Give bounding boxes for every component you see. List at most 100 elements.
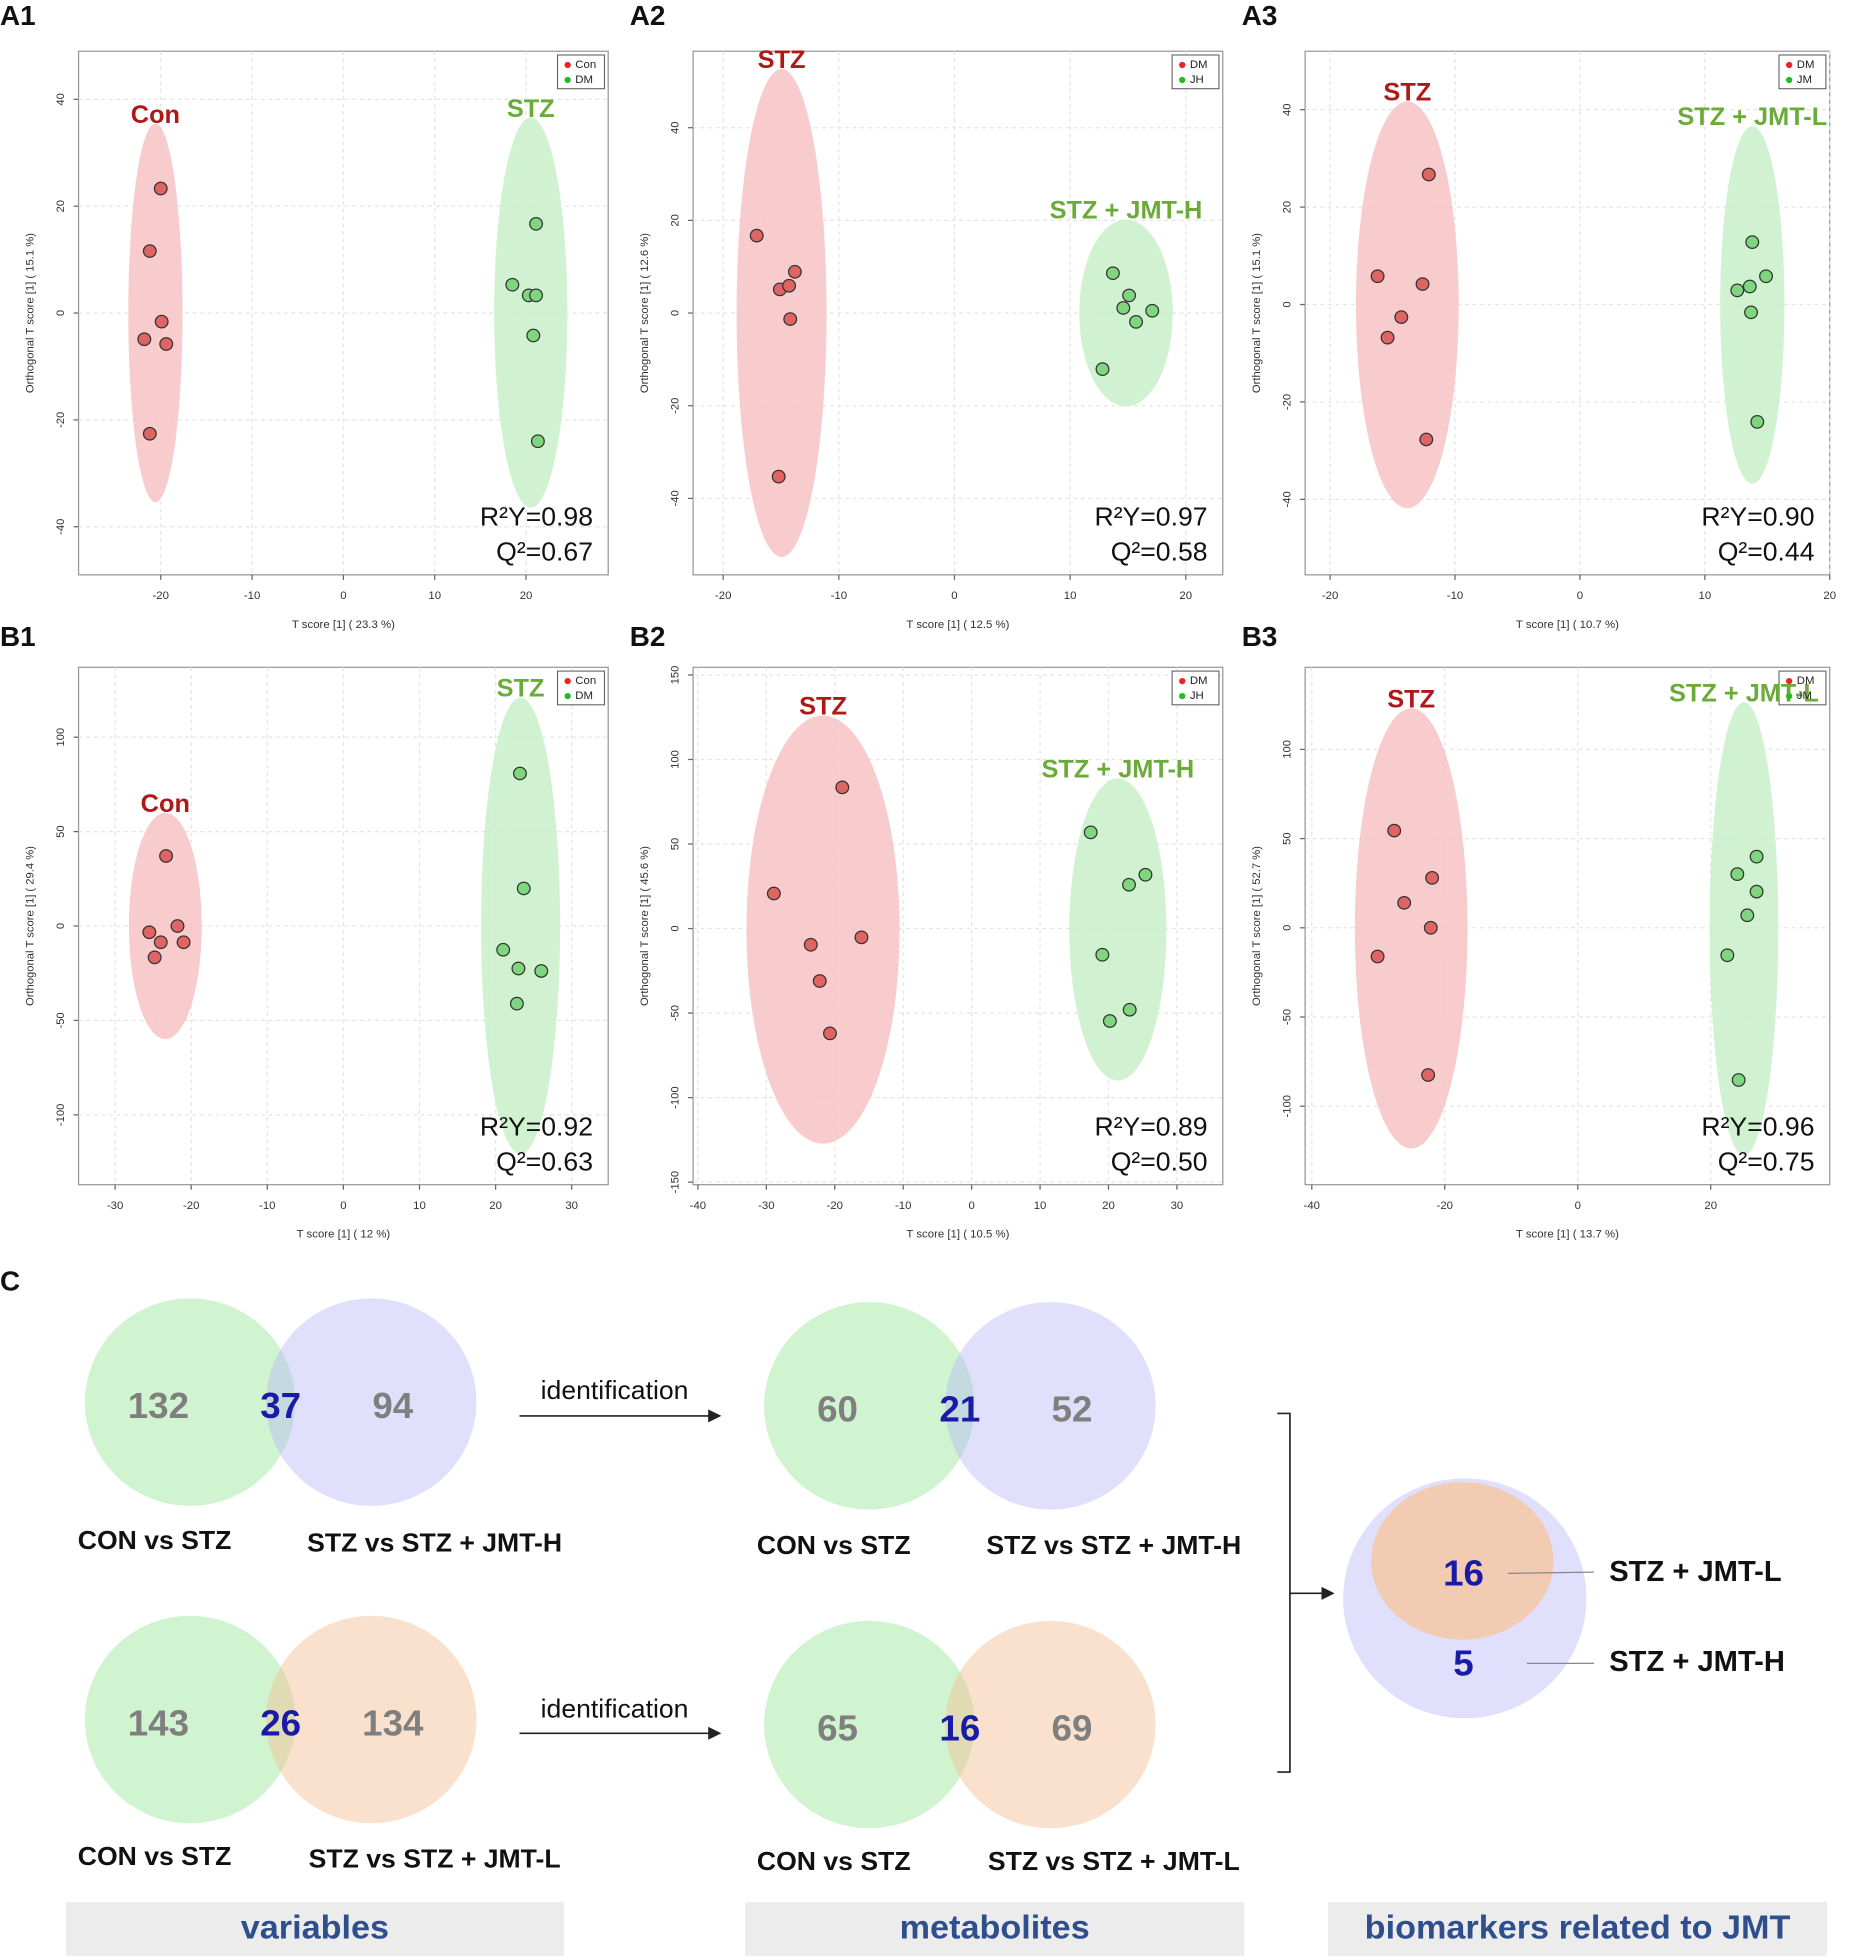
panel-label: A1 xyxy=(0,0,36,31)
confidence-ellipse xyxy=(1709,702,1779,1156)
point xyxy=(170,919,185,933)
y-tick-label: 0 xyxy=(1281,925,1293,931)
x-tick-label: -20 xyxy=(715,590,731,602)
footer-label: metabolites xyxy=(900,1909,1090,1947)
venn-count: 21 xyxy=(939,1389,980,1430)
legend-label: DM xyxy=(1190,59,1208,71)
panel-label: B3 xyxy=(1242,621,1278,652)
venn-set xyxy=(84,1298,296,1506)
point xyxy=(1095,362,1110,376)
point xyxy=(1720,948,1735,963)
footer-box xyxy=(65,1902,564,1956)
y-tick-label: 150 xyxy=(669,666,681,685)
legend-box xyxy=(1778,54,1827,90)
x-axis-label: T score [1] ( 10.5 %) xyxy=(906,1229,1009,1241)
x-tick-label: 0 xyxy=(1575,1200,1581,1212)
point xyxy=(1370,949,1385,964)
point xyxy=(1759,269,1773,284)
x-tick-label: 20 xyxy=(520,590,533,602)
point xyxy=(1083,825,1098,840)
point xyxy=(1749,849,1764,864)
arrow-label: identification xyxy=(541,1694,689,1724)
point xyxy=(1129,314,1144,329)
panel-label: A2 xyxy=(630,0,666,31)
venn-count: 60 xyxy=(817,1389,858,1430)
arrow-label: identification xyxy=(541,1375,689,1405)
point xyxy=(1370,269,1385,284)
point xyxy=(1122,877,1136,892)
venn-count: 26 xyxy=(260,1703,301,1744)
point xyxy=(530,434,545,449)
confidence-ellipse xyxy=(481,697,561,1155)
x-tick-label: 20 xyxy=(489,1200,502,1212)
point xyxy=(783,312,798,326)
group-label: STZ xyxy=(507,95,555,123)
y-tick-label: -100 xyxy=(669,1086,681,1108)
x-tick-label: -10 xyxy=(895,1200,911,1212)
legend-swatch xyxy=(564,677,571,685)
y-tick-label: -50 xyxy=(55,1012,67,1028)
set-label: STZ + JMT-L xyxy=(1609,1556,1781,1588)
venn-set-label: CON vs STZ xyxy=(78,1841,232,1871)
point xyxy=(159,849,174,863)
y-axis-label: Orthogonal T score [1] ( 52.7 %) xyxy=(1251,846,1263,1006)
point xyxy=(787,264,802,279)
point xyxy=(176,935,191,950)
venn-set-label: STZ vs STZ + JMT-L xyxy=(309,1844,561,1874)
legend-label: DM xyxy=(1797,59,1815,71)
x-tick-label: -20 xyxy=(183,1200,199,1212)
venn-count: 65 xyxy=(817,1708,858,1749)
point xyxy=(1095,947,1110,962)
venn-set-label: STZ vs STZ + JMT-H xyxy=(307,1528,562,1558)
y-tick-label: 0 xyxy=(669,310,681,316)
group-label: STZ + JMT-H xyxy=(1050,197,1203,225)
venn-set xyxy=(764,1620,975,1829)
legend-label: JH xyxy=(1190,690,1204,702)
y-tick-label: 40 xyxy=(1281,103,1293,116)
group-label: STZ + JMT-L xyxy=(1669,679,1819,707)
legend-swatch xyxy=(564,61,571,69)
r2y-label: R²Y=0.90 xyxy=(1701,502,1814,532)
x-tick-label: -20 xyxy=(1322,590,1338,602)
x-tick-label: -30 xyxy=(758,1200,774,1212)
venn-set xyxy=(945,1620,1156,1829)
venn-count: 69 xyxy=(1052,1708,1093,1749)
x-axis-label: T score [1] ( 23.3 %) xyxy=(292,619,395,631)
x-tick-label: -10 xyxy=(259,1200,275,1212)
legend-label: DM xyxy=(575,690,593,702)
point xyxy=(803,937,818,952)
r2y-label: R²Y=0.92 xyxy=(480,1112,593,1142)
legend-swatch xyxy=(1786,692,1793,700)
point xyxy=(1380,330,1395,345)
legend-box xyxy=(557,670,605,706)
x-tick-label: 0 xyxy=(1577,590,1583,602)
x-tick-label: -40 xyxy=(690,1200,706,1212)
confidence-ellipse xyxy=(494,117,568,508)
x-axis-label: T score [1] ( 10.7 %) xyxy=(1516,619,1619,631)
point xyxy=(529,288,544,303)
legend-swatch xyxy=(1786,76,1793,84)
point xyxy=(1105,266,1120,281)
x-tick-label: -10 xyxy=(244,590,260,602)
set-label: STZ + JMT-H xyxy=(1609,1646,1785,1678)
point xyxy=(512,766,527,781)
point xyxy=(153,935,168,950)
point xyxy=(509,996,524,1011)
point xyxy=(1397,895,1412,910)
point xyxy=(1731,1073,1746,1087)
y-tick-label: 50 xyxy=(1281,832,1293,845)
point xyxy=(1421,1068,1436,1082)
legend-swatch xyxy=(564,692,571,700)
y-tick-label: 40 xyxy=(55,93,67,106)
q2-label: Q²=0.67 xyxy=(496,537,593,567)
legend-swatch xyxy=(564,76,571,84)
venn-set xyxy=(84,1615,296,1824)
confidence-ellipse xyxy=(746,715,900,1144)
x-tick-label: -30 xyxy=(107,1200,123,1212)
point xyxy=(496,942,511,957)
x-tick-label: 20 xyxy=(1179,590,1192,602)
y-tick-label: -20 xyxy=(1281,394,1293,410)
venn-count: 132 xyxy=(128,1385,189,1426)
